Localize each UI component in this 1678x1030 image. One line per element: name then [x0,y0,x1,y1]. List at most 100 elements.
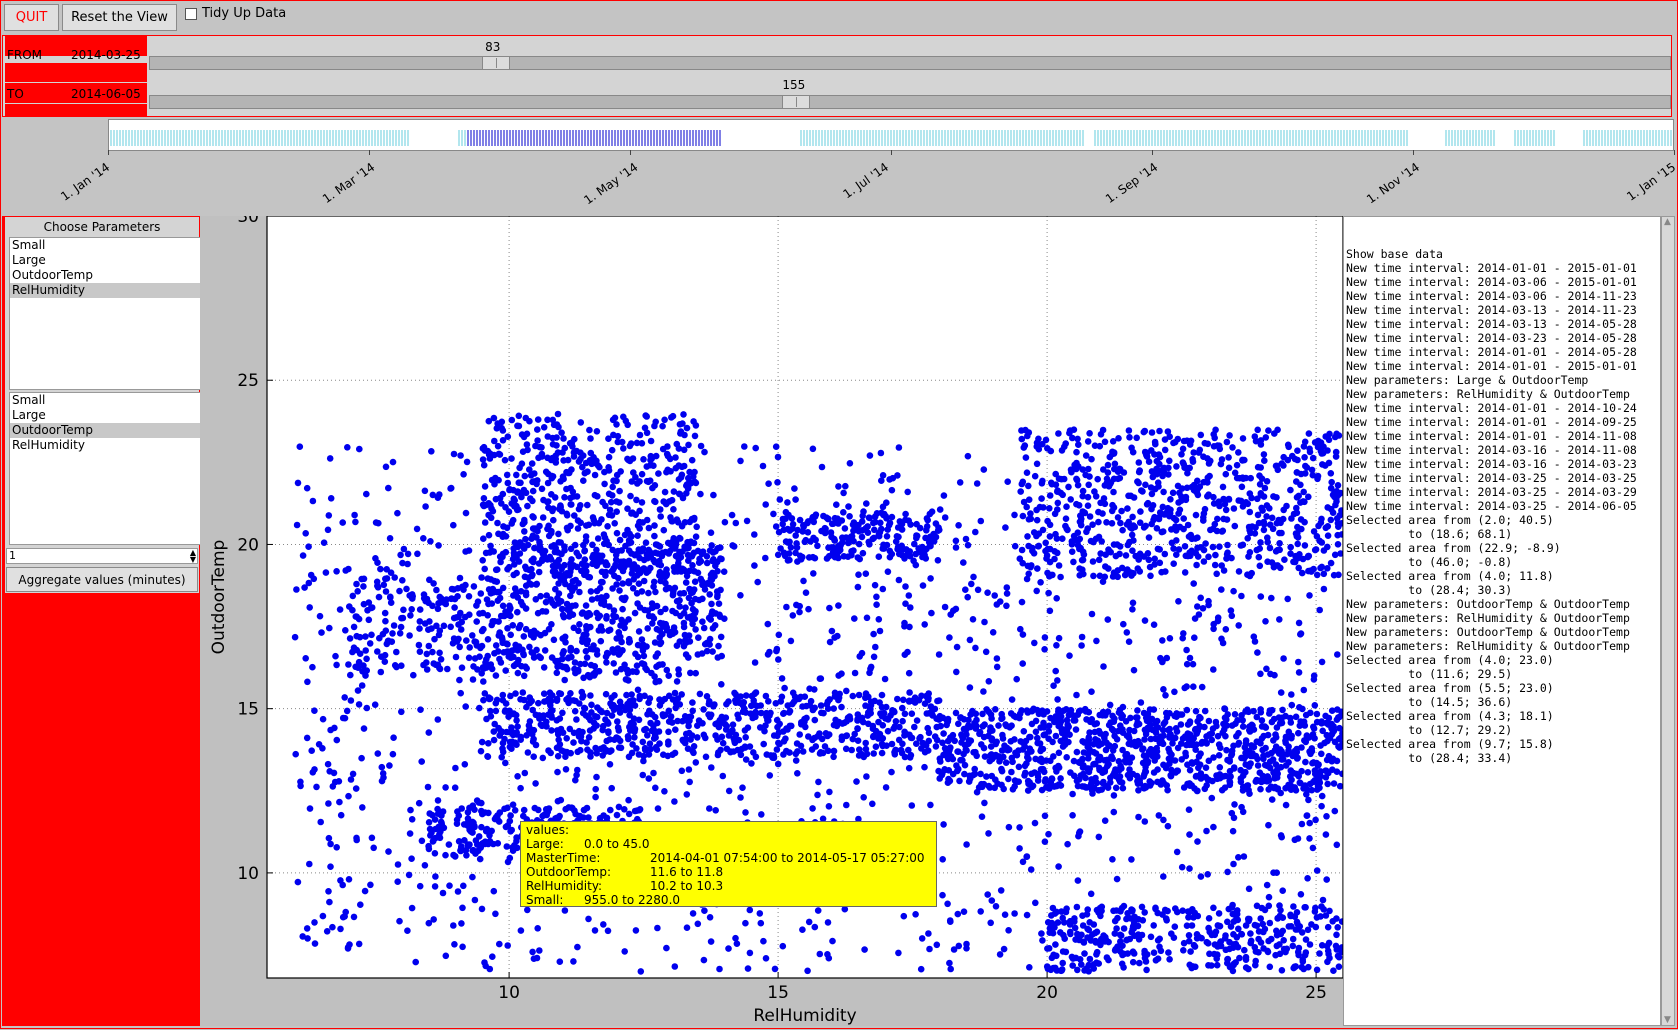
parameter-item[interactable]: RelHumidity [10,283,202,298]
reset-view-button[interactable]: Reset the View [62,4,177,31]
scatter-point [691,743,698,750]
scatter-point [1052,511,1059,518]
scatter-point [1202,506,1209,513]
parameter-item[interactable]: OutdoorTemp [10,423,202,438]
scatter-point [1275,467,1282,474]
scatter-point [654,720,661,727]
parameter-item[interactable]: Large [10,253,202,268]
scatter-point [1279,967,1286,974]
scatter-point [764,717,771,724]
scatter-point [1264,539,1271,546]
scatter-point [928,610,935,617]
scatter-point [711,701,718,708]
scatter-point [1282,949,1289,956]
scatter-point [1033,507,1040,514]
scatter-point [985,733,992,740]
scatter-point [1255,936,1262,943]
scatter-point [830,754,837,761]
scatter-point [603,538,610,545]
parameter-item[interactable]: Small [10,238,202,253]
to-slider[interactable] [149,95,1671,109]
scatter-point [965,740,972,747]
scatter-point [548,621,555,628]
from-slider-handle[interactable] [482,56,510,70]
scatter-point [892,751,899,758]
scatter-point [1040,527,1047,534]
from-slider[interactable] [149,56,1671,70]
scatter-point [616,727,623,734]
scatter-point [386,762,393,769]
aggregate-minutes-input[interactable]: 1 ▲▼ [6,548,198,564]
parameter-item[interactable]: OutdoorTemp [10,268,202,283]
scatter-point [889,741,896,748]
scatter-point [1073,460,1080,467]
aggregate-values-button[interactable]: Aggregate values (minutes) [6,567,198,592]
scatter-point [462,703,469,710]
tidy-up-checkbox[interactable]: Tidy Up Data [185,6,286,21]
scatter-point [1085,736,1092,743]
scatter-point [332,653,339,660]
scatter-point [345,661,352,668]
scatter-point [1206,777,1213,784]
scatter-point [706,591,713,598]
scatter-point [1141,429,1148,436]
scatter-point [1285,457,1292,464]
scatter-point [1096,757,1103,764]
scatter-point [631,728,638,735]
scatter-point [1042,838,1049,845]
quit-button[interactable]: QUIT [4,4,59,31]
to-slider-handle[interactable] [782,95,810,109]
scatter-point [978,741,985,748]
parameter-item[interactable]: Large [10,408,202,423]
scatter-point [474,642,481,649]
scatter-point [1216,910,1223,917]
scatter-point [656,728,663,735]
scatter-point [1095,737,1102,744]
scatter-point [636,696,643,703]
scatter-point [515,660,522,667]
scatter-point [535,416,542,423]
scatter-point [573,716,580,723]
scatter-point [1032,820,1039,827]
scatter-point [1142,523,1149,530]
scatter-point [734,940,741,947]
scatter-point [416,642,423,649]
checkbox-icon[interactable] [185,8,197,20]
scatter-point [1317,742,1324,749]
scatter-point [1293,505,1300,512]
scatter-point [504,472,511,479]
scatter-point [357,901,364,908]
spinner-arrows-icon[interactable]: ▲▼ [190,549,196,563]
scatter-point [615,439,622,446]
scatter-point [500,692,507,699]
scatter-point [543,608,550,615]
scatter-point [1053,595,1060,602]
scatter-point [610,477,617,484]
scatter-point [1303,949,1310,956]
scatter-point [535,807,542,814]
parameter-item[interactable]: Small [10,393,202,408]
scatter-point [871,527,878,534]
scatter-point [584,654,591,661]
scatter-point [1285,743,1292,750]
scatter-point [1143,731,1150,738]
scatter-point [1076,565,1083,572]
scatter-point [1059,960,1066,967]
scatter-point [1016,764,1023,771]
scatter-point [989,897,996,904]
parameter-item[interactable]: RelHumidity [10,438,202,453]
scatter-point [793,757,800,764]
scatter-point [609,484,616,491]
scatter-point [1088,891,1095,898]
scatter-point [502,760,509,767]
scatter-point [954,748,961,755]
scatter-point [398,662,405,669]
scatter-point [1025,709,1032,716]
scatter-point [493,700,500,707]
scatter-point [1160,762,1167,769]
scatter-point [742,727,749,734]
timeline-overview[interactable] [108,119,1674,151]
scatter-point [621,662,628,669]
